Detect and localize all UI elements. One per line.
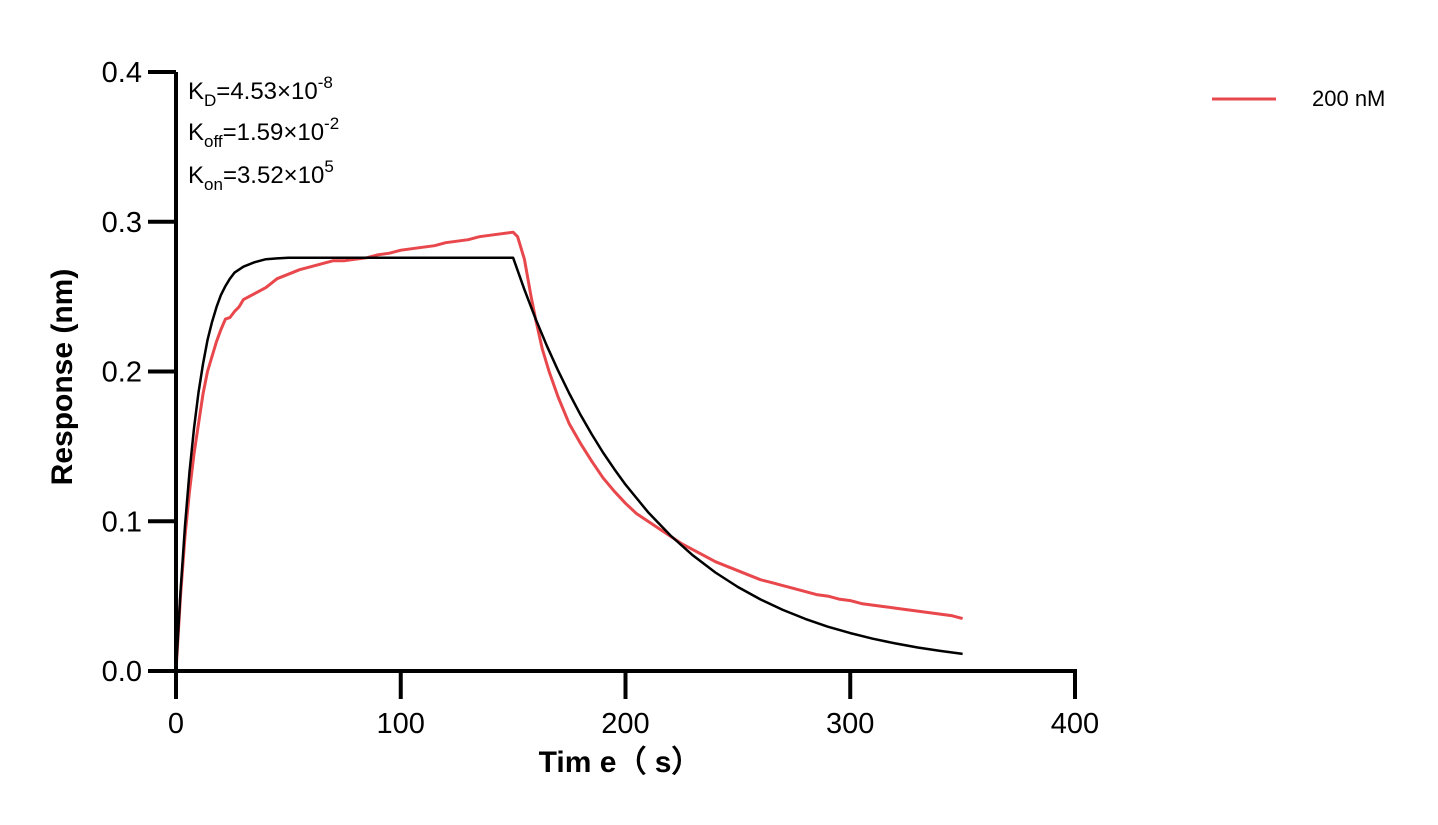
x-tick-label: 100 bbox=[377, 708, 425, 740]
koff-annotation: Koff=1.59×10-2 bbox=[188, 114, 339, 151]
series-line-200nm bbox=[174, 230, 963, 672]
kon-annotation: Kon=3.52×105 bbox=[188, 157, 334, 194]
y-tick-label: 0.1 bbox=[102, 506, 142, 538]
kd-annotation: KD=4.53×10-8 bbox=[188, 73, 333, 110]
y-axis-title: Response (nm) bbox=[46, 269, 79, 486]
y-tick-label: 0.3 bbox=[102, 207, 142, 239]
y-tick-label: 0.4 bbox=[102, 57, 142, 89]
legend-label-200nm: 200 nM bbox=[1312, 86, 1385, 111]
y-tick-label: 0.2 bbox=[102, 357, 142, 389]
y-ticks: 0.0 0.1 0.2 0.3 0.4 bbox=[102, 57, 176, 688]
plot-series bbox=[174, 230, 963, 672]
x-tick-label: 300 bbox=[826, 708, 874, 740]
x-axis-title: Tim e（ s） bbox=[539, 745, 702, 779]
x-tick-label: 200 bbox=[601, 708, 649, 740]
y-tick-label: 0.0 bbox=[102, 656, 142, 688]
x-tick-label: 400 bbox=[1051, 708, 1099, 740]
series-line-fit bbox=[174, 256, 963, 672]
x-ticks: 0 100 200 300 400 bbox=[168, 671, 1099, 740]
kinetic-constants: KD=4.53×10-8 Koff=1.59×10-2 Kon=3.52×105 bbox=[188, 73, 339, 194]
legend: 200 nM bbox=[1212, 86, 1385, 111]
x-tick-label: 0 bbox=[168, 708, 184, 740]
